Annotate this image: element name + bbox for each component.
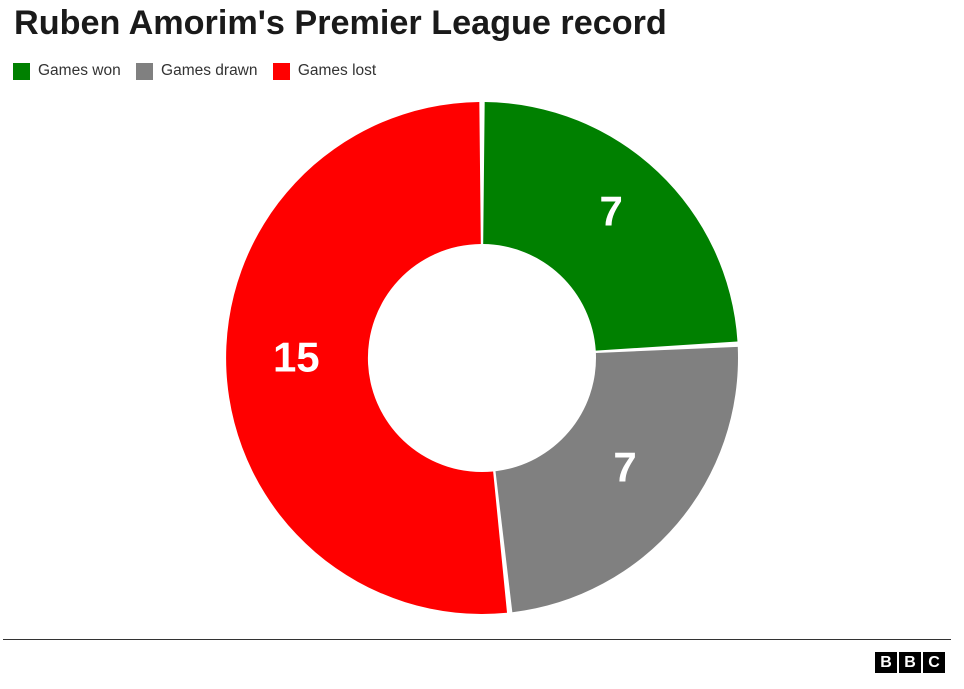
svg-text:7: 7: [613, 444, 636, 491]
svg-text:15: 15: [273, 334, 320, 381]
svg-text:7: 7: [600, 188, 623, 235]
